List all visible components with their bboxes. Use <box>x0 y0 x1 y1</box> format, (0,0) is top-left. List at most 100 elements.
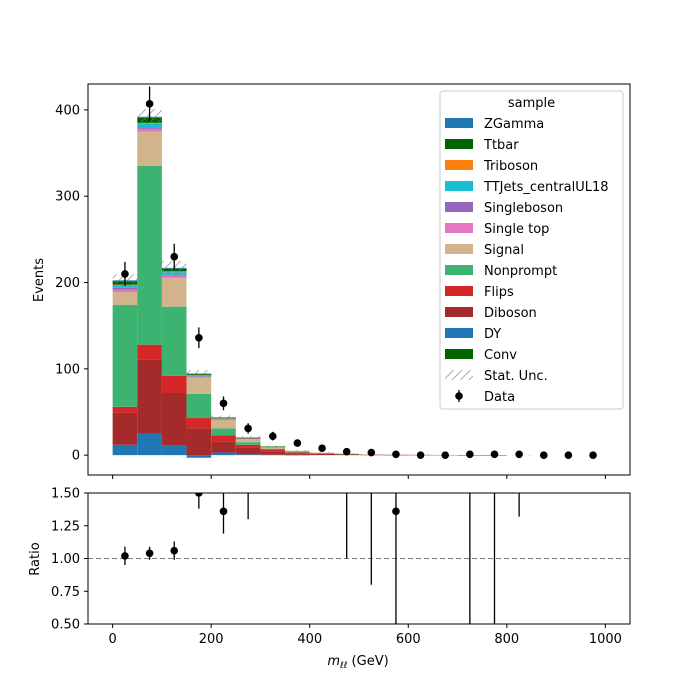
legend-label-11: Conv <box>484 348 517 363</box>
data-point-8 <box>318 444 326 453</box>
y-tick-label-100: 100 <box>55 362 80 377</box>
bar-flips-0 <box>112 406 138 413</box>
data-point-9 <box>342 447 351 456</box>
legend-swatch-stat-unc <box>445 370 473 380</box>
stacked-bars <box>112 116 507 458</box>
stat-unc-3 <box>186 370 212 378</box>
bar-diboson-6 <box>260 451 286 455</box>
data-point-17 <box>539 451 548 459</box>
bar-single-top-0 <box>112 289 138 293</box>
ratio-y-tick-label-1: 0.75 <box>51 585 80 600</box>
bar-single-top-1 <box>137 128 162 132</box>
x-tick-label-200: 200 <box>199 632 224 647</box>
bar-singleboson-1 <box>137 127 162 129</box>
bar-diboson-1 <box>137 359 162 434</box>
legend-label-3: TTJets_centralUL18 <box>483 180 609 195</box>
ratio-point-11 <box>515 424 523 432</box>
bar-singleboson-0 <box>112 287 138 290</box>
bar-nonprompt-8 <box>309 453 335 454</box>
legend-label-8: Flips <box>484 285 514 300</box>
legend-label-10: DY <box>484 327 501 342</box>
bar-flips-5 <box>235 444 261 448</box>
bar-dy-5 <box>235 454 261 456</box>
bar-signal-4 <box>211 419 236 429</box>
bar-dy-0 <box>112 444 138 456</box>
data-point-12 <box>416 451 425 459</box>
data-point-19 <box>589 451 597 459</box>
ratio-point-10 <box>491 424 499 432</box>
bar-diboson-2 <box>161 393 187 446</box>
stat-unc-6 <box>260 445 286 448</box>
bar-flips-2 <box>161 375 187 394</box>
legend-swatch-7 <box>445 265 473 275</box>
x-tick-label-400: 400 <box>297 632 322 647</box>
bar-diboson-7 <box>285 453 310 455</box>
bar-diboson-0 <box>112 412 138 445</box>
legend-label-7: Nonprompt <box>484 264 557 279</box>
ratio-point-1 <box>145 549 154 558</box>
legend-swatch-0 <box>445 118 473 128</box>
bar-dy-3 <box>186 455 212 458</box>
legend-swatch-4 <box>445 202 473 212</box>
legend-frame <box>439 90 624 410</box>
bar-single-top-4 <box>211 419 236 420</box>
bar-diboson-4 <box>211 441 236 453</box>
bar-nonprompt-4 <box>211 428 236 436</box>
ratio-point-7 <box>368 424 376 432</box>
ratio-point-8 <box>392 507 400 516</box>
bar-dy-4 <box>211 452 236 456</box>
y-tick-label-300: 300 <box>55 190 80 205</box>
legend-label-5: Single top <box>484 222 549 237</box>
main-panel: 0 100 200 300 400 Events <box>32 83 631 479</box>
bar-signal-6 <box>260 446 286 449</box>
bar-signal-2 <box>161 278 187 307</box>
ratio-point-6 <box>343 424 351 432</box>
bar-nonprompt-0 <box>112 304 138 407</box>
bar-diboson-3 <box>186 428 212 456</box>
bar-flips-3 <box>186 418 212 429</box>
ratio-points <box>121 424 523 624</box>
bar-dy-6 <box>260 454 286 456</box>
ratio-y-tick-label-0: 0.50 <box>51 618 80 633</box>
bar-flips-8 <box>309 453 335 454</box>
legend-label-9: Diboson <box>484 306 537 321</box>
bar-signal-1 <box>137 131 162 166</box>
bar-dy-7 <box>285 454 310 456</box>
bar-diboson-8 <box>309 453 335 456</box>
legend-swatch-2 <box>445 160 473 170</box>
ratio-point-9 <box>466 424 474 432</box>
data-point-14 <box>466 450 474 459</box>
bar-ttjets-centralul18-1 <box>137 123 162 128</box>
legend-swatch-1 <box>445 139 473 149</box>
data-point-1 <box>145 100 154 108</box>
legend-label-data: Data <box>484 390 515 405</box>
legend-label-0: ZGamma <box>484 117 544 132</box>
bar-nonprompt-7 <box>285 451 310 453</box>
legend-label-2: Triboson <box>483 159 538 174</box>
legend-label-4: Singleboson <box>484 201 563 216</box>
x-tick-label-600: 600 <box>396 632 421 647</box>
ratio-point-4 <box>219 507 228 516</box>
bar-flips-6 <box>260 449 286 452</box>
data-point-0 <box>121 270 129 278</box>
x-tick-label-1000: 1000 <box>589 632 622 647</box>
stat-unc-4 <box>211 415 236 420</box>
data-point-15 <box>490 450 499 459</box>
bar-signal-0 <box>112 292 138 305</box>
data-point-13 <box>441 451 450 459</box>
data-point-18 <box>564 451 573 459</box>
legend-swatch-3 <box>445 181 473 191</box>
legend: sample ZGamma Ttbar Triboson TTJets_centralU… <box>439 90 624 410</box>
legend-swatch-11 <box>445 349 473 359</box>
bar-flips-1 <box>137 344 162 360</box>
legend-swatch-6 <box>445 244 473 254</box>
ratio-y-axis-label: Ratio <box>28 542 43 575</box>
ratio-point-2 <box>170 546 179 555</box>
ratio-y-tick-label-3: 1.25 <box>51 519 80 534</box>
legend-data-marker <box>455 392 463 400</box>
bar-flips-4 <box>211 435 236 442</box>
data-point-5 <box>244 424 252 433</box>
ratio-y-tick-label-2: 1.00 <box>51 552 80 567</box>
data-points <box>121 86 597 459</box>
